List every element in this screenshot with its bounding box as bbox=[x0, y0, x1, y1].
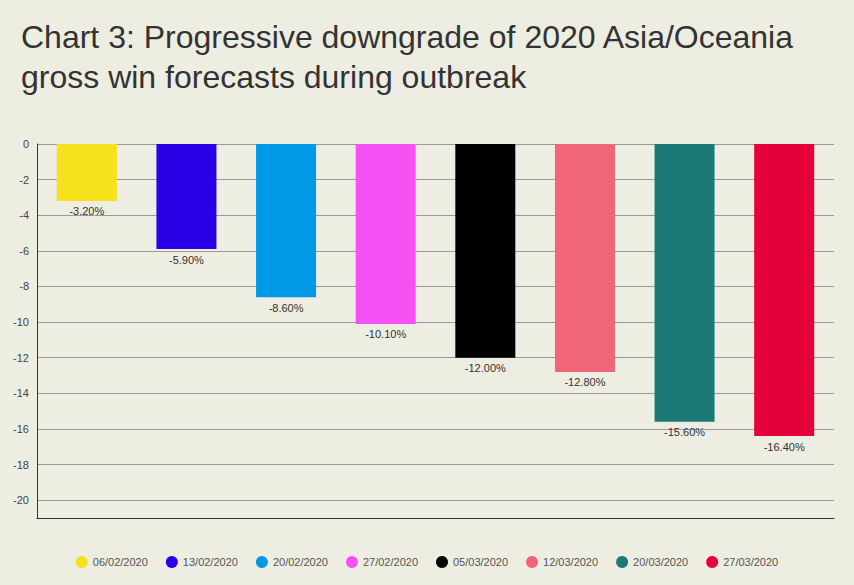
svg-text:-20: -20 bbox=[13, 494, 29, 506]
svg-text:05/03/2020: 05/03/2020 bbox=[453, 556, 508, 568]
svg-text:06/02/2020: 06/02/2020 bbox=[93, 556, 148, 568]
svg-text:-3.20%: -3.20% bbox=[69, 205, 104, 217]
svg-text:-10: -10 bbox=[13, 316, 29, 328]
svg-text:-14: -14 bbox=[13, 387, 29, 399]
svg-text:12/03/2020: 12/03/2020 bbox=[543, 556, 598, 568]
svg-text:-8.60%: -8.60% bbox=[269, 302, 304, 314]
svg-text:20/02/2020: 20/02/2020 bbox=[273, 556, 328, 568]
svg-text:-6: -6 bbox=[19, 245, 29, 257]
svg-text:20/03/2020: 20/03/2020 bbox=[633, 556, 688, 568]
svg-text:0: 0 bbox=[23, 138, 29, 150]
svg-text:-16.40%: -16.40% bbox=[764, 441, 805, 453]
svg-text:Chart 3: Progressive downgrade: Chart 3: Progressive downgrade of 2020 A… bbox=[21, 19, 802, 55]
svg-text:27/02/2020: 27/02/2020 bbox=[363, 556, 418, 568]
svg-text:-12: -12 bbox=[13, 352, 29, 364]
svg-text:27/03/2020: 27/03/2020 bbox=[723, 556, 778, 568]
svg-text:-8: -8 bbox=[19, 280, 29, 292]
svg-text:-10.10%: -10.10% bbox=[365, 328, 406, 340]
svg-text:-12.80%: -12.80% bbox=[564, 376, 605, 388]
svg-text:13/02/2020: 13/02/2020 bbox=[183, 556, 238, 568]
svg-text:-4: -4 bbox=[19, 209, 29, 221]
svg-text:-2: -2 bbox=[19, 174, 29, 186]
svg-text:-18: -18 bbox=[13, 459, 29, 471]
svg-text:-12.00%: -12.00% bbox=[465, 362, 506, 374]
svg-text:-15.60%: -15.60% bbox=[664, 426, 705, 438]
svg-text:gross win forecasts during out: gross win forecasts during outbreak bbox=[21, 59, 527, 95]
svg-text:-16: -16 bbox=[13, 423, 29, 435]
svg-text:-5.90%: -5.90% bbox=[169, 254, 204, 266]
